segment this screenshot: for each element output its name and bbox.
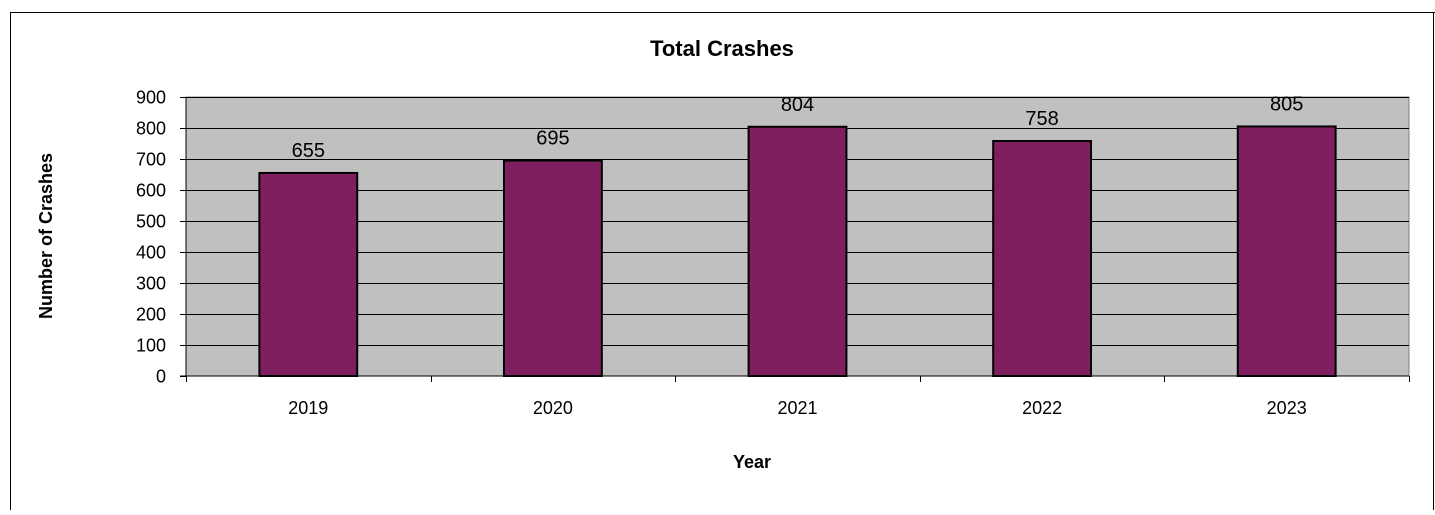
y-axis-ticks: 0 100 200 300 400 500 600 700 800 900: [136, 88, 186, 387]
data-label-2022: 758: [1025, 108, 1058, 130]
y-tick-label: 400: [136, 243, 166, 263]
data-label-2020: 695: [536, 128, 569, 150]
data-label-2019: 655: [292, 140, 325, 162]
data-labels: 655 695 804 758 805: [292, 93, 1304, 162]
x-tick-label-2020: 2020: [533, 398, 573, 418]
x-tick-label-2022: 2022: [1022, 398, 1062, 418]
y-tick-label: 0: [156, 367, 166, 387]
y-tick-label: 800: [136, 119, 166, 139]
x-axis-label: Year: [733, 452, 771, 472]
y-axis-label: Number of Crashes: [36, 153, 56, 319]
data-label-2023: 805: [1270, 93, 1303, 115]
x-tick-label-2021: 2021: [777, 398, 817, 418]
bar-2023: [1236, 125, 1337, 377]
y-tick-label: 700: [136, 150, 166, 170]
y-tick-label: 300: [136, 274, 166, 294]
y-tick-label: 500: [136, 212, 166, 232]
bar-2019: [258, 171, 359, 377]
bar-2021: [747, 125, 848, 378]
x-tick-label-2023: 2023: [1267, 398, 1307, 418]
x-tick-label-2019: 2019: [288, 398, 328, 418]
y-tick-label: 900: [136, 88, 166, 108]
bar-2020: [502, 159, 603, 377]
data-label-2021: 804: [781, 94, 814, 116]
chart-title: Total Crashes: [650, 36, 794, 61]
bars: [258, 125, 1337, 378]
bar-2022: [992, 140, 1093, 377]
y-tick-label: 600: [136, 181, 166, 201]
x-axis-ticks: 2019 2020 2021 2022 2023: [186, 376, 1410, 418]
y-tick-label: 200: [136, 305, 166, 325]
y-tick-label: 100: [136, 336, 166, 356]
